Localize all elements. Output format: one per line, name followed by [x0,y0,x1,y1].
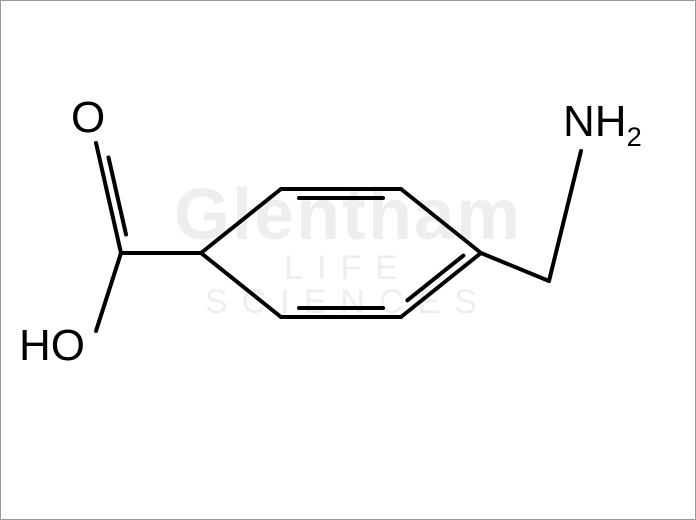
structure-canvas: Glentham LIFE SCIENCES O HO NH2 [0,0,696,520]
molecule-svg [1,1,696,520]
atom-label-oh: HO [19,321,85,371]
atom-label-nh2: NH2 [563,97,642,147]
atom-label-o-carbonyl: O [71,93,105,143]
